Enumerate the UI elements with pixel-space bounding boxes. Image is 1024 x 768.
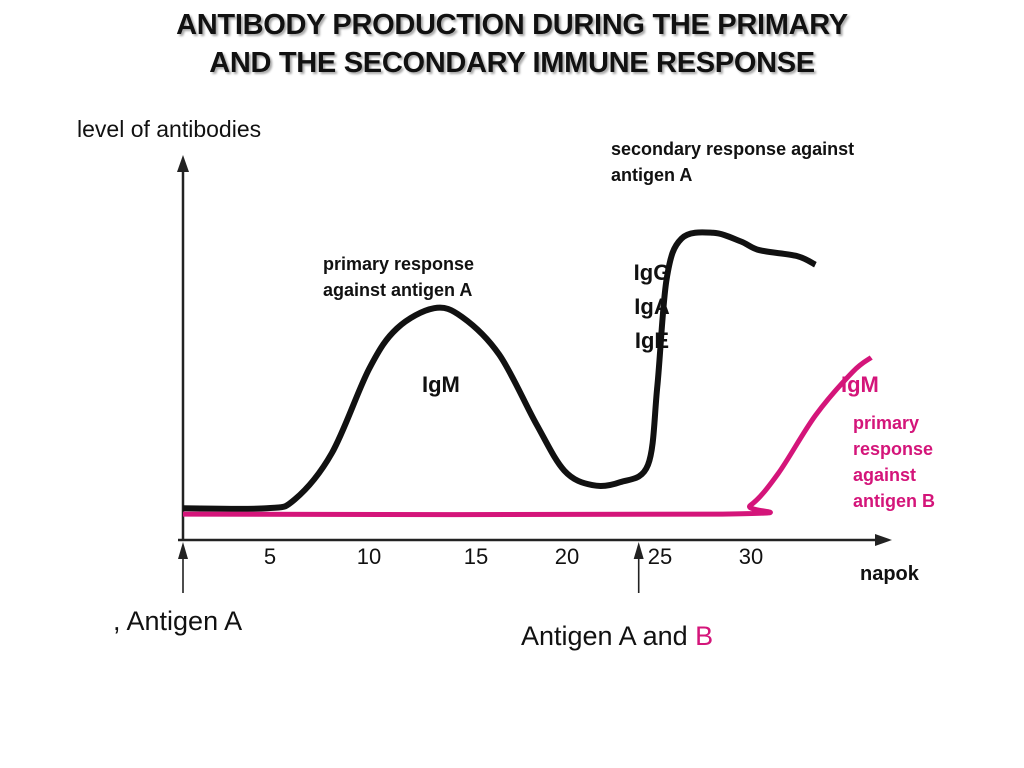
annotation-primary-response-a: primary response against antigen A: [323, 251, 474, 303]
annotation-igg: IgG: [633, 260, 671, 285]
series-antigen-a-line: [182, 229, 817, 512]
x-tick-label-25: 25: [647, 544, 673, 569]
x-tick-label-15: 15: [463, 544, 489, 569]
x-tick-label-20: 20: [554, 544, 580, 569]
x-tick-label-5: 5: [263, 544, 277, 569]
annotation-secondary-a-line-1: secondary response against: [611, 139, 855, 159]
x-tick-label-30: 30: [738, 544, 764, 569]
annotation-primary-a-line-2: against antigen A: [323, 280, 473, 300]
annotation-secondary-antibody-classes: IgG IgA IgE: [624, 256, 680, 358]
event-arrow-antigen-a-and-b-head: [633, 542, 644, 559]
annotation-primary-b-line-3: against: [853, 465, 917, 485]
annotation-secondary-response-a: secondary response against antigen A: [611, 136, 854, 188]
x-axis-arrowhead: [875, 534, 892, 546]
event-label-antigen-a-and-b: Antigen A and B: [521, 621, 713, 652]
annotation-primary-response-b: primary response against antigen B: [853, 410, 935, 514]
y-axis-arrowhead: [177, 155, 189, 172]
annotation-secondary-a-line-2: antigen A: [611, 165, 693, 185]
x-axis-label: napok: [860, 563, 919, 585]
y-axis-label: level of antibodies: [77, 116, 262, 142]
annotation-primary-a-line-1: primary response: [323, 254, 475, 274]
event-label-antigen-a: , Antigen A: [113, 606, 243, 636]
annotation-igm-antigen-b: IgM: [841, 372, 879, 397]
annotation-ige: IgE: [634, 328, 670, 353]
event-label-antigen-a-and-prefix: Antigen A and: [521, 621, 696, 651]
x-tick-label-10: 10: [356, 544, 382, 569]
annotation-igm-primary-a: IgM: [422, 372, 460, 397]
event-label-b-highlight: B: [695, 621, 714, 651]
chart-title-line-2: AND THE SECONDARY IMMUNE RESPONSE: [209, 47, 815, 79]
annotation-iga: IgA: [634, 294, 670, 319]
annotation-primary-b-line-1: primary: [853, 413, 920, 433]
chart-title: ANTIBODY PRODUCTION DURING THE PRIMARY A…: [0, 6, 1024, 82]
event-arrow-antigen-a-head: [178, 542, 188, 559]
annotation-primary-b-line-2: response: [853, 439, 934, 459]
annotation-primary-b-line-4: antigen B: [853, 491, 936, 511]
chart-title-line-1: ANTIBODY PRODUCTION DURING THE PRIMARY: [176, 9, 848, 41]
series-antigen-b-line: [182, 355, 873, 518]
